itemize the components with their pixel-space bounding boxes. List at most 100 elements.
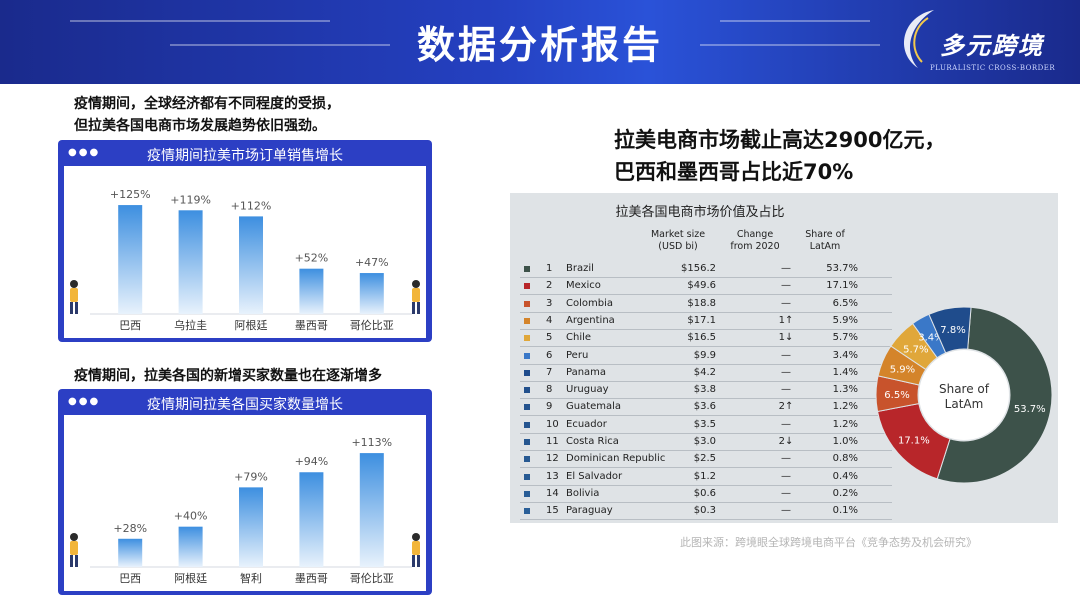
row-divider bbox=[520, 363, 892, 365]
table-row: 6 Peru $9.9 — 3.4% bbox=[520, 347, 892, 364]
bar bbox=[239, 216, 263, 314]
row-divider bbox=[520, 277, 892, 278]
table-row: 7 Panama $4.2 — 1.4% bbox=[520, 364, 892, 381]
cell-market: $156.2 bbox=[681, 263, 716, 274]
cell-share: 1.3% bbox=[832, 384, 858, 396]
cell-change: 2↓ bbox=[778, 436, 794, 447]
cell-market: $3.6 bbox=[693, 401, 716, 413]
cell-country: Colombia bbox=[566, 297, 613, 309]
slice-label: 6.5% bbox=[884, 390, 909, 401]
category-label: 巴西 bbox=[119, 319, 141, 332]
cell-rank: 3 bbox=[546, 297, 553, 309]
bar bbox=[178, 210, 203, 314]
cell-share: 1.0% bbox=[832, 436, 858, 447]
table-row: 8 Uruguay $3.8 — 1.3% bbox=[520, 381, 892, 398]
cell-market: $3.5 bbox=[693, 418, 716, 430]
row-divider bbox=[520, 346, 892, 348]
logo-subtitle: PLURALISTIC CROSS-BORDER bbox=[930, 64, 1056, 72]
right-headline-2: 巴西和墨西哥占比近70% bbox=[614, 160, 854, 184]
table-row: 5 Chile $16.5 1↓ 5.7% bbox=[520, 329, 892, 346]
category-label: 哥伦比亚 bbox=[350, 318, 394, 332]
legend-swatch bbox=[524, 283, 530, 290]
left-intro-text: 疫情期间，全球经济都有不同程度的受损， 但拉美各国电商市场发展趋势依旧强劲。 bbox=[74, 93, 340, 137]
cell-market: $0.3 bbox=[693, 505, 716, 517]
cell-change: 1↑ bbox=[778, 314, 794, 326]
cell-rank: 7 bbox=[546, 366, 553, 378]
cell-share: 0.8% bbox=[832, 453, 858, 465]
bar-value-label: +94% bbox=[295, 455, 329, 468]
donut-center-label-line-2: LatAm bbox=[945, 397, 984, 411]
header-change-line-1: Change bbox=[736, 229, 774, 240]
share-donut-chart: 53.7% 17.1% 6.5% 5.9% 5.7%3.4%7.8% Share ofLa… bbox=[875, 306, 1053, 484]
table-row: 10 Ecuador $3.5 — 1.2% bbox=[520, 416, 892, 433]
person-illustration-icon bbox=[412, 280, 420, 314]
cell-market: $0.6 bbox=[693, 487, 716, 499]
cell-country: Guatemala bbox=[566, 401, 622, 413]
cell-market: $4.2 bbox=[693, 366, 716, 378]
row-divider bbox=[520, 467, 892, 469]
slice-label: 5.9% bbox=[890, 365, 915, 376]
cell-share: 53.7% bbox=[826, 263, 858, 274]
cell-change: — bbox=[781, 418, 791, 430]
cell-rank: 13 bbox=[546, 470, 559, 482]
category-label: 乌拉圭 bbox=[174, 318, 207, 332]
cell-share: 1.2% bbox=[832, 401, 858, 413]
legend-swatch bbox=[524, 266, 530, 272]
logo-text: 多元跨境 bbox=[940, 31, 1044, 60]
cell-country: Dominican Republic bbox=[566, 453, 666, 465]
bar-value-label: +113% bbox=[351, 436, 392, 449]
cell-change: — bbox=[781, 453, 791, 465]
header-market-line-1: Market size bbox=[650, 229, 706, 240]
buyer-growth-bar-chart: +28% 巴西 +40% 阿根廷 +79% 智利 +94% 墨西哥 +113% 哥伦比亚 bbox=[70, 436, 420, 585]
order-growth-chart-panel: ●●● 疫情期间拉美市场订单销售增长 +125% 巴西 +119% 乌拉圭 +112% 阿… bbox=[58, 140, 432, 342]
slice-label: 17.1% bbox=[898, 435, 930, 446]
legend-swatch bbox=[524, 473, 530, 480]
row-divider bbox=[520, 380, 892, 382]
row-divider bbox=[520, 398, 892, 400]
bar bbox=[299, 472, 324, 567]
cell-share: 0.1% bbox=[832, 505, 858, 517]
window-dots-icon: ●●● bbox=[68, 396, 101, 407]
category-label: 巴西 bbox=[119, 572, 141, 585]
source-caption: 此图来源：跨境眼全球跨境电商平台《竞争态势及机会研究》 bbox=[680, 536, 977, 549]
bar bbox=[118, 205, 143, 314]
bar bbox=[359, 273, 384, 314]
cell-market: $18.8 bbox=[687, 297, 716, 309]
cell-market: $1.2 bbox=[693, 470, 716, 482]
order-growth-bar-chart: +125% 巴西 +119% 乌拉圭 +112% 阿根廷 +52% 墨西哥 +47% 哥伦比亚 bbox=[70, 188, 420, 332]
brand-logo: 多元跨境 PLURALISTIC CROSS-BORDER bbox=[888, 2, 1068, 82]
bar-value-label: +47% bbox=[355, 256, 389, 269]
buyer-growth-chart-panel: ●●● 疫情期间拉美各国买家数量增长 +28% 巴西 +40% 阿根廷 +79% 智利 +9… bbox=[58, 389, 432, 595]
cell-rank: 14 bbox=[546, 487, 559, 499]
cell-rank: 12 bbox=[546, 453, 559, 465]
header-share-line-2: LatAm bbox=[809, 241, 841, 252]
cell-rank: 15 bbox=[546, 505, 559, 517]
header-share-line-1: Share of bbox=[805, 229, 845, 240]
panel-titlebar: ●●● 疫情期间拉美各国买家数量增长 bbox=[58, 389, 432, 415]
table-row: 12 Dominican Republic $2.5 — 0.8% bbox=[520, 450, 892, 467]
table-row: 2 Mexico $49.6 — 17.1% bbox=[520, 277, 892, 294]
cell-change: — bbox=[781, 297, 791, 309]
cell-change: — bbox=[781, 280, 791, 292]
cell-share: 5.7% bbox=[832, 332, 858, 344]
table-row: 15 Paraguay $0.3 — 0.1% bbox=[520, 502, 892, 519]
legend-swatch bbox=[524, 404, 530, 411]
bar-value-label: +125% bbox=[110, 188, 151, 201]
table-row: 3 Colombia $18.8 — 6.5% bbox=[520, 295, 892, 312]
row-divider bbox=[520, 501, 892, 503]
category-label: 哥伦比亚 bbox=[350, 571, 394, 585]
bar-value-label: +40% bbox=[174, 510, 208, 523]
category-label: 墨西哥 bbox=[295, 319, 328, 332]
cell-country: Costa Rica bbox=[566, 436, 619, 447]
chart-title: 疫情期间拉美市场订单销售增长 bbox=[147, 148, 343, 164]
person-illustration-icon bbox=[70, 533, 78, 567]
cell-share: 1.2% bbox=[832, 418, 858, 430]
page-title: 数据分析报告 bbox=[416, 23, 663, 67]
slice-label: 7.8% bbox=[940, 325, 965, 336]
table-row: 13 El Salvador $1.2 — 0.4% bbox=[520, 468, 892, 485]
header-decor-line bbox=[70, 20, 330, 22]
right-headline-1: 拉美电商市场截止高达2900亿元， bbox=[614, 128, 946, 152]
bar bbox=[178, 526, 203, 567]
cell-change: — bbox=[781, 366, 791, 378]
bar bbox=[239, 487, 263, 567]
